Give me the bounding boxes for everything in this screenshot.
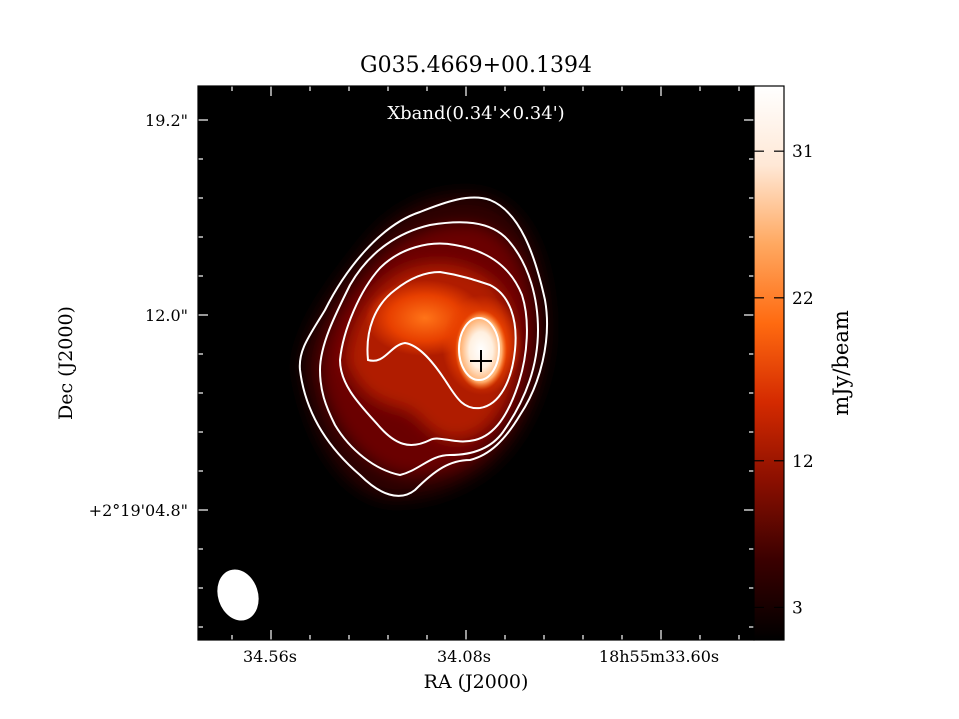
x-tick-label: 18h55m33.60s — [599, 647, 719, 666]
colorbar-tick-label: 22 — [792, 289, 814, 309]
colorbar-tick-label: 12 — [792, 452, 814, 472]
x-tick-labels: 34.56s 34.08s 18h55m33.60s — [243, 647, 719, 666]
colorbar-gradient — [754, 86, 784, 640]
chart-title: G035.4669+00.1394 — [360, 53, 592, 78]
x-axis-label: RA (J2000) — [424, 671, 529, 693]
contour-level-3 — [338, 242, 528, 446]
contour-group — [298, 196, 548, 497]
contour-level-1 — [298, 196, 548, 497]
contour-level-4 — [366, 270, 517, 410]
y-tick-labels: 19.2" 12.0" +2°19'04.8" — [89, 111, 188, 520]
y-tick-label: +2°19'04.8" — [89, 501, 188, 520]
y-axis-label: Dec (J2000) — [55, 306, 77, 420]
band-annotation: Xband(0.34'×0.34') — [387, 103, 564, 124]
y-tick-label: 12.0" — [145, 306, 188, 325]
y-tick-label: 19.2" — [145, 111, 188, 130]
x-tick-label: 34.56s — [243, 647, 297, 666]
colorbar-tick-labels: 31 22 12 3 — [792, 142, 814, 618]
colorbar-frame — [753, 85, 785, 641]
contour-level-5 — [458, 317, 500, 381]
colorbar-tick-label: 3 — [792, 598, 803, 618]
colorbar-label: mJy/beam — [829, 310, 853, 416]
x-tick-label: 34.08s — [437, 647, 491, 666]
contour-level-2 — [318, 221, 540, 477]
colorbar: 31 22 12 3 mJy/beam — [753, 85, 853, 641]
beam-ellipse — [217, 569, 259, 621]
peak-marker — [470, 350, 492, 372]
image-panel: Xband(0.34'×0.34') — [197, 85, 755, 641]
colorbar-tick-label: 31 — [792, 142, 814, 162]
colorbar-ticks — [754, 150, 784, 609]
axis-ticks — [198, 86, 754, 640]
emission-map — [300, 194, 549, 500]
